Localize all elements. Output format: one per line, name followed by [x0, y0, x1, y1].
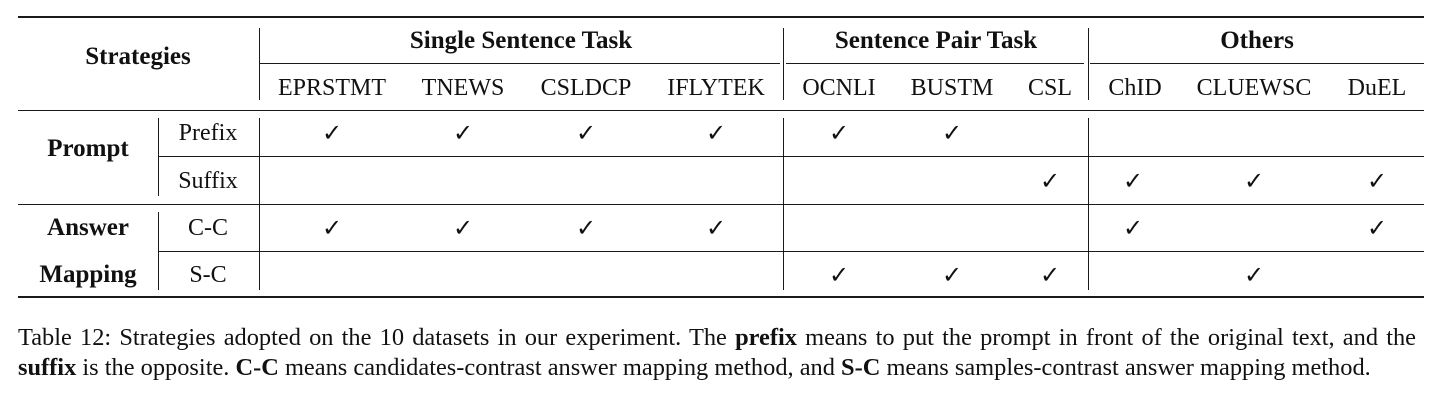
dataset-iflytek: IFLYTEK — [667, 75, 765, 101]
row-sub-cc: C-C — [187, 215, 229, 241]
bottom-rule — [18, 296, 1424, 298]
group-rule-single — [260, 63, 780, 64]
row-label-prompt: Prompt — [47, 135, 129, 162]
row-sub-prefix: Prefix — [178, 120, 238, 146]
caption-bold-cc: C-C — [235, 354, 279, 381]
vsep-body-2 — [783, 118, 784, 290]
check-mark: ✓ — [1039, 261, 1061, 289]
dataset-cluewsc: CLUEWSC — [1196, 75, 1312, 101]
group-sentence-pair: Sentence Pair Task — [834, 27, 1038, 54]
check-mark: ✓ — [1243, 261, 1265, 289]
check-mark: ✓ — [452, 119, 474, 147]
check-mark: ✓ — [452, 214, 474, 242]
dataset-csldcp: CSLDCP — [540, 75, 632, 101]
check-mark: ✓ — [828, 261, 850, 289]
top-rule — [18, 16, 1424, 18]
check-mark: ✓ — [575, 214, 597, 242]
group-rule-others — [1090, 63, 1424, 64]
strategies-header: Strategies — [85, 43, 191, 70]
dataset-eprstmt: EPRSTMT — [277, 75, 387, 101]
section-rule — [18, 204, 1424, 205]
dataset-tnews: TNEWS — [421, 75, 505, 101]
caption-text-1: Table 12: Strategies adopted on the 10 d… — [18, 324, 736, 351]
check-mark: ✓ — [1366, 167, 1388, 195]
caption-text-3: is the opposite. — [76, 354, 236, 381]
row-sub-suffix: Suffix — [178, 168, 238, 194]
check-mark: ✓ — [321, 119, 343, 147]
vsep-header-1 — [259, 28, 260, 100]
check-mark: ✓ — [828, 119, 850, 147]
caption-text-2: means to put the prompt in front of the … — [796, 324, 1416, 351]
caption-text-4: means candidates-contrast answer mapping… — [278, 354, 842, 381]
vsep-body-b — [158, 212, 159, 290]
group-single-sentence: Single Sentence Task — [409, 27, 633, 54]
dataset-chid: ChID — [1108, 75, 1162, 101]
check-mark: ✓ — [941, 119, 963, 147]
dataset-ocnli: OCNLI — [802, 75, 876, 101]
vsep-header-2 — [783, 28, 784, 100]
group-others: Others — [1220, 27, 1294, 54]
prompt-mid-rule — [158, 156, 1424, 157]
caption-bold-prefix: prefix — [735, 324, 797, 351]
check-mark: ✓ — [705, 214, 727, 242]
header-rule — [18, 110, 1424, 111]
row-sub-sc: S-C — [189, 262, 227, 288]
check-mark: ✓ — [941, 261, 963, 289]
check-mark: ✓ — [1122, 214, 1144, 242]
check-mark: ✓ — [1243, 167, 1265, 195]
dataset-duel: DuEL — [1347, 75, 1407, 101]
check-mark: ✓ — [1122, 167, 1144, 195]
vsep-body-1 — [259, 118, 260, 290]
caption-text-5: means samples-contrast answer mapping me… — [880, 354, 1371, 381]
row-label-answer: Answer — [47, 214, 129, 241]
check-mark: ✓ — [1039, 167, 1061, 195]
caption-bold-sc: S-C — [841, 354, 881, 381]
dataset-csl: CSL — [1027, 75, 1073, 101]
caption-bold-suffix: suffix — [18, 354, 77, 381]
check-mark: ✓ — [1366, 214, 1388, 242]
row-label-mapping: Mapping — [39, 261, 137, 288]
check-mark: ✓ — [705, 119, 727, 147]
answer-mid-rule — [158, 251, 1424, 252]
vsep-body-3 — [1088, 118, 1089, 290]
table-caption: Table 12: Strategies adopted on the 10 d… — [18, 323, 1416, 383]
vsep-header-3 — [1088, 28, 1089, 100]
check-mark: ✓ — [321, 214, 343, 242]
check-mark: ✓ — [575, 119, 597, 147]
group-rule-pair — [786, 63, 1084, 64]
vsep-body-a — [158, 118, 159, 196]
dataset-bustm: BUSTM — [910, 75, 994, 101]
